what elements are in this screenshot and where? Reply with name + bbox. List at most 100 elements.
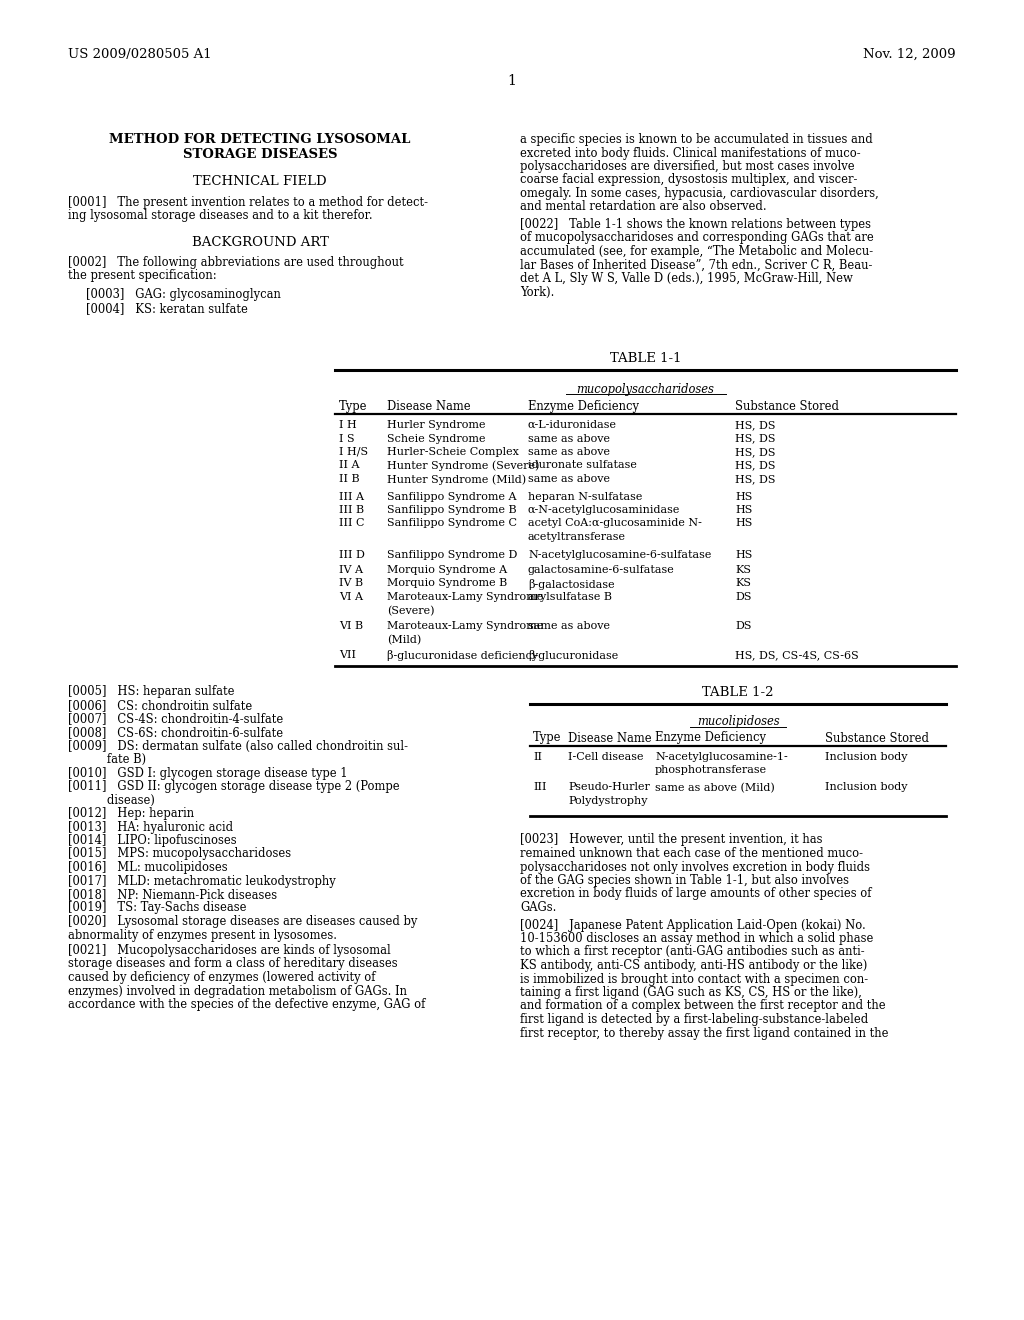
Text: mucolipidoses: mucolipidoses [696, 715, 779, 729]
Text: [0008]   CS-6S: chondroitin-6-sulfate: [0008] CS-6S: chondroitin-6-sulfate [68, 726, 283, 739]
Text: Disease Name: Disease Name [387, 400, 471, 413]
Text: ing lysosomal storage diseases and to a kit therefor.: ing lysosomal storage diseases and to a … [68, 210, 373, 223]
Text: Inclusion body: Inclusion body [825, 783, 907, 792]
Text: β-glucuronidase deficiency: β-glucuronidase deficiency [387, 649, 539, 661]
Text: IV A: IV A [339, 565, 362, 576]
Text: HS, DS: HS, DS [735, 433, 775, 444]
Text: N-acetylglucosamine-6-sulfatase: N-acetylglucosamine-6-sulfatase [528, 549, 712, 560]
Text: lar Bases of Inherited Disease”, 7th edn., Scriver C R, Beau-: lar Bases of Inherited Disease”, 7th edn… [520, 259, 872, 272]
Text: KS: KS [735, 565, 751, 576]
Text: DS: DS [735, 591, 752, 602]
Text: STORAGE DISEASES: STORAGE DISEASES [182, 148, 337, 161]
Text: α-L-iduronidase: α-L-iduronidase [528, 420, 617, 430]
Text: HS, DS: HS, DS [735, 474, 775, 484]
Text: excretion in body fluids of large amounts of other species of: excretion in body fluids of large amount… [520, 887, 871, 900]
Text: Sanfilippo Syndrome C: Sanfilippo Syndrome C [387, 519, 517, 528]
Text: is immobilized is brought into contact with a specimen con-: is immobilized is brought into contact w… [520, 973, 868, 986]
Text: DS: DS [735, 620, 752, 631]
Text: [0023]   However, until the present invention, it has: [0023] However, until the present invent… [520, 833, 822, 846]
Text: same as above: same as above [528, 447, 610, 457]
Text: [0011]   GSD II: glycogen storage disease type 2 (Pompe: [0011] GSD II: glycogen storage disease … [68, 780, 399, 793]
Text: IV B: IV B [339, 578, 364, 589]
Text: Disease Name: Disease Name [568, 731, 651, 744]
Text: Hunter Syndrome (Severe): Hunter Syndrome (Severe) [387, 461, 540, 471]
Text: [0007]   CS-4S: chondroitin-4-sulfate: [0007] CS-4S: chondroitin-4-sulfate [68, 713, 284, 726]
Text: HS, DS: HS, DS [735, 420, 775, 430]
Text: (Mild): (Mild) [387, 635, 421, 644]
Text: III B: III B [339, 506, 365, 515]
Text: accordance with the species of the defective enzyme, GAG of: accordance with the species of the defec… [68, 998, 425, 1011]
Text: acetyl CoA:α-glucosaminide N-: acetyl CoA:α-glucosaminide N- [528, 519, 701, 528]
Text: first receptor, to thereby assay the first ligand contained in the: first receptor, to thereby assay the fir… [520, 1027, 889, 1040]
Text: abnormality of enzymes present in lysosomes.: abnormality of enzymes present in lysoso… [68, 928, 337, 941]
Text: of the GAG species shown in Table 1-1, but also involves: of the GAG species shown in Table 1-1, b… [520, 874, 849, 887]
Text: [0010]   GSD I: glycogen storage disease type 1: [0010] GSD I: glycogen storage disease t… [68, 767, 347, 780]
Text: taining a first ligand (GAG such as KS, CS, HS or the like),: taining a first ligand (GAG such as KS, … [520, 986, 862, 999]
Text: HS: HS [735, 519, 753, 528]
Text: of mucopolysaccharidoses and corresponding GAGs that are: of mucopolysaccharidoses and correspondi… [520, 231, 873, 244]
Text: [0024]   Japanese Patent Application Laid-Open (kokai) No.: [0024] Japanese Patent Application Laid-… [520, 919, 865, 932]
Text: [0001]   The present invention relates to a method for detect-: [0001] The present invention relates to … [68, 195, 428, 209]
Text: [0017]   MLD: metachromatic leukodystrophy: [0017] MLD: metachromatic leukodystrophy [68, 874, 336, 887]
Text: HS, DS: HS, DS [735, 461, 775, 470]
Text: (Severe): (Severe) [387, 606, 434, 616]
Text: Morquio Syndrome A: Morquio Syndrome A [387, 565, 507, 576]
Text: N-acetylglucosamine-1-: N-acetylglucosamine-1- [655, 751, 787, 762]
Text: III A: III A [339, 491, 364, 502]
Text: VI A: VI A [339, 591, 362, 602]
Text: HS: HS [735, 549, 753, 560]
Text: Nov. 12, 2009: Nov. 12, 2009 [863, 48, 956, 61]
Text: Enzyme Deficiency: Enzyme Deficiency [655, 731, 766, 744]
Text: fate B): fate B) [96, 752, 146, 766]
Text: III C: III C [339, 519, 365, 528]
Text: Maroteaux-Lamy Syndrome: Maroteaux-Lamy Syndrome [387, 620, 544, 631]
Text: II A: II A [339, 461, 359, 470]
Text: II: II [534, 751, 542, 762]
Text: [0018]   NP: Niemann-Pick diseases: [0018] NP: Niemann-Pick diseases [68, 888, 278, 902]
Text: polysaccharidoses are diversified, but most cases involve: polysaccharidoses are diversified, but m… [520, 160, 855, 173]
Text: HS, DS: HS, DS [735, 447, 775, 457]
Text: I S: I S [339, 433, 354, 444]
Text: [0004]   KS: keratan sulfate: [0004] KS: keratan sulfate [86, 302, 248, 315]
Text: same as above: same as above [528, 474, 610, 484]
Text: a specific species is known to be accumulated in tissues and: a specific species is known to be accumu… [520, 133, 872, 147]
Text: Scheie Syndrome: Scheie Syndrome [387, 433, 485, 444]
Text: same as above: same as above [528, 620, 610, 631]
Text: enzymes) involved in degradation metabolism of GAGs. In: enzymes) involved in degradation metabol… [68, 985, 407, 998]
Text: acetyltransferase: acetyltransferase [528, 532, 626, 543]
Text: Substance Stored: Substance Stored [735, 400, 839, 413]
Text: same as above: same as above [528, 433, 610, 444]
Text: [0016]   ML: mucolipidoses: [0016] ML: mucolipidoses [68, 861, 227, 874]
Text: HS, DS, CS-4S, CS-6S: HS, DS, CS-4S, CS-6S [735, 649, 859, 660]
Text: Hurler Syndrome: Hurler Syndrome [387, 420, 485, 430]
Text: York).: York). [520, 285, 554, 298]
Text: I H/S: I H/S [339, 447, 368, 457]
Text: β-glucuronidase: β-glucuronidase [528, 649, 618, 661]
Text: [0014]   LIPO: lipofuscinoses: [0014] LIPO: lipofuscinoses [68, 834, 237, 847]
Text: phosphotransferase: phosphotransferase [655, 766, 767, 775]
Text: [0020]   Lysosomal storage diseases are diseases caused by: [0020] Lysosomal storage diseases are di… [68, 915, 418, 928]
Text: disease): disease) [96, 793, 155, 807]
Text: Substance Stored: Substance Stored [825, 731, 929, 744]
Text: Maroteaux-Lamy Syndrome: Maroteaux-Lamy Syndrome [387, 591, 544, 602]
Text: I-Cell disease: I-Cell disease [568, 751, 643, 762]
Text: HS: HS [735, 506, 753, 515]
Text: GAGs.: GAGs. [520, 902, 556, 913]
Text: [0022]   Table 1-1 shows the known relations between types: [0022] Table 1-1 shows the known relatio… [520, 218, 871, 231]
Text: [0006]   CS: chondroitin sulfate: [0006] CS: chondroitin sulfate [68, 700, 252, 711]
Text: the present specification:: the present specification: [68, 269, 217, 282]
Text: III: III [534, 783, 547, 792]
Text: Sanfilippo Syndrome A: Sanfilippo Syndrome A [387, 491, 516, 502]
Text: US 2009/0280505 A1: US 2009/0280505 A1 [68, 48, 212, 61]
Text: coarse facial expression, dysostosis multiplex, and viscer-: coarse facial expression, dysostosis mul… [520, 173, 857, 186]
Text: Type: Type [534, 731, 561, 744]
Text: METHOD FOR DETECTING LYSOSOMAL: METHOD FOR DETECTING LYSOSOMAL [110, 133, 411, 147]
Text: caused by deficiency of enzymes (lowered activity of: caused by deficiency of enzymes (lowered… [68, 972, 376, 983]
Text: HS: HS [735, 491, 753, 502]
Text: galactosamine-6-sulfatase: galactosamine-6-sulfatase [528, 565, 675, 576]
Text: omegaly. In some cases, hypacusia, cardiovascular disorders,: omegaly. In some cases, hypacusia, cardi… [520, 187, 879, 201]
Text: [0005]   HS: heparan sulfate: [0005] HS: heparan sulfate [68, 685, 234, 698]
Text: det A L, Sly W S, Valle D (eds.), 1995, McGraw-Hill, New: det A L, Sly W S, Valle D (eds.), 1995, … [520, 272, 853, 285]
Text: III D: III D [339, 549, 365, 560]
Text: and mental retardation are also observed.: and mental retardation are also observed… [520, 201, 767, 214]
